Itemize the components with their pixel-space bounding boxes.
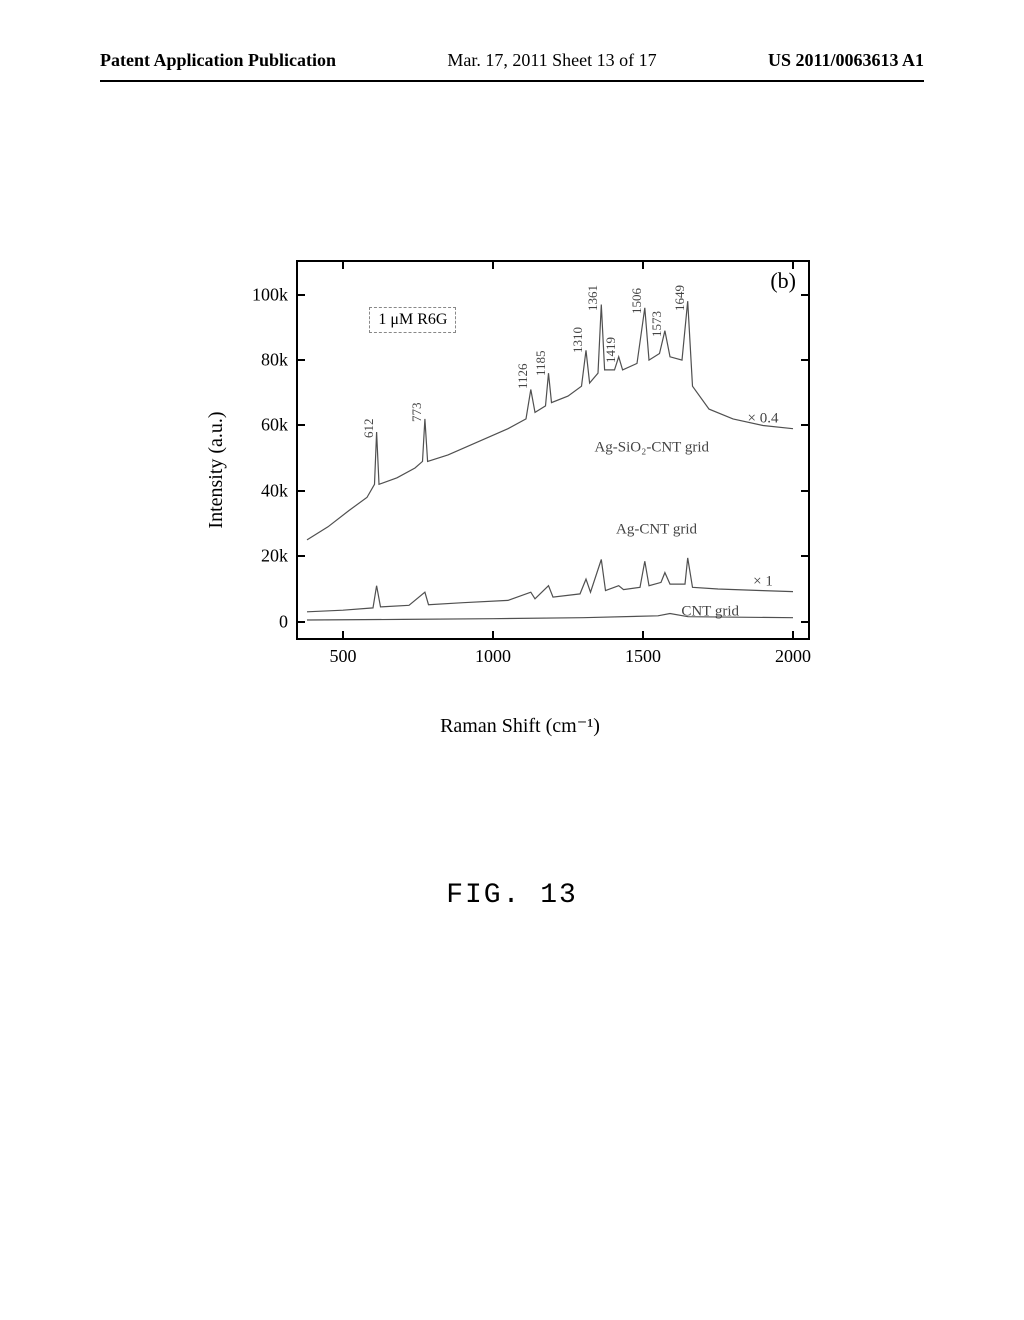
y-tick bbox=[801, 294, 808, 296]
x-tick bbox=[492, 631, 494, 638]
x-tick bbox=[642, 262, 644, 269]
y-tick-label: 20k bbox=[261, 546, 288, 567]
peak-label: 773 bbox=[409, 402, 425, 422]
figure-caption: FIG. 13 bbox=[0, 880, 1024, 911]
x-tick-label: 500 bbox=[330, 646, 357, 667]
x-tick bbox=[342, 262, 344, 269]
x-tick-label: 1500 bbox=[625, 646, 661, 667]
peak-label: 1126 bbox=[515, 364, 531, 390]
y-tick bbox=[298, 359, 305, 361]
peak-label: 612 bbox=[361, 419, 377, 439]
scale-label: × 1 bbox=[753, 574, 773, 591]
scale-label: × 0.4 bbox=[748, 410, 779, 427]
y-tick bbox=[801, 555, 808, 557]
y-tick bbox=[801, 490, 808, 492]
y-tick bbox=[801, 359, 808, 361]
raman-chart: Intensity (a.u.) Raman Shift (cm⁻¹) (b) … bbox=[230, 260, 810, 680]
header-right: US 2011/0063613 A1 bbox=[768, 50, 924, 71]
page-header: Patent Application Publication Mar. 17, … bbox=[0, 50, 1024, 71]
y-tick-label: 80k bbox=[261, 350, 288, 371]
y-tick bbox=[298, 555, 305, 557]
peak-label: 1361 bbox=[585, 285, 601, 311]
legend-sample: 1 μM R6G bbox=[369, 307, 456, 333]
series-label: Ag-SiO₂-CNT grid bbox=[594, 440, 709, 457]
peak-label: 1310 bbox=[570, 327, 586, 353]
header-rule bbox=[100, 80, 924, 82]
peak-label: 1419 bbox=[603, 337, 619, 363]
peak-label: 1649 bbox=[672, 285, 688, 311]
x-tick bbox=[342, 631, 344, 638]
x-tick bbox=[642, 631, 644, 638]
x-tick bbox=[792, 631, 794, 638]
header-left: Patent Application Publication bbox=[100, 50, 336, 71]
y-tick bbox=[298, 490, 305, 492]
y-tick-label: 40k bbox=[261, 480, 288, 501]
y-tick-label: 60k bbox=[261, 415, 288, 436]
peak-label: 1573 bbox=[649, 311, 665, 337]
header-center: Mar. 17, 2011 Sheet 13 of 17 bbox=[447, 50, 656, 71]
y-tick bbox=[801, 424, 808, 426]
y-tick bbox=[298, 621, 305, 623]
y-tick bbox=[801, 621, 808, 623]
y-tick bbox=[298, 424, 305, 426]
x-tick bbox=[792, 262, 794, 269]
y-tick bbox=[298, 294, 305, 296]
y-tick-label: 100k bbox=[252, 284, 288, 305]
x-tick-label: 1000 bbox=[475, 646, 511, 667]
peak-label: 1506 bbox=[629, 288, 645, 314]
series-label: CNT grid bbox=[681, 603, 739, 620]
peak-label: 1185 bbox=[533, 351, 549, 377]
x-axis-label: Raman Shift (cm⁻¹) bbox=[440, 713, 600, 738]
y-tick-label: 0 bbox=[279, 611, 288, 632]
series-label: Ag-CNT grid bbox=[616, 522, 697, 539]
spectrum-line bbox=[307, 301, 793, 540]
x-tick-label: 2000 bbox=[775, 646, 811, 667]
x-tick bbox=[492, 262, 494, 269]
y-axis-label: Intensity (a.u.) bbox=[205, 411, 228, 528]
plot-area: (b) 020k40k60k80k100k5001000150020001 μM… bbox=[296, 260, 810, 640]
